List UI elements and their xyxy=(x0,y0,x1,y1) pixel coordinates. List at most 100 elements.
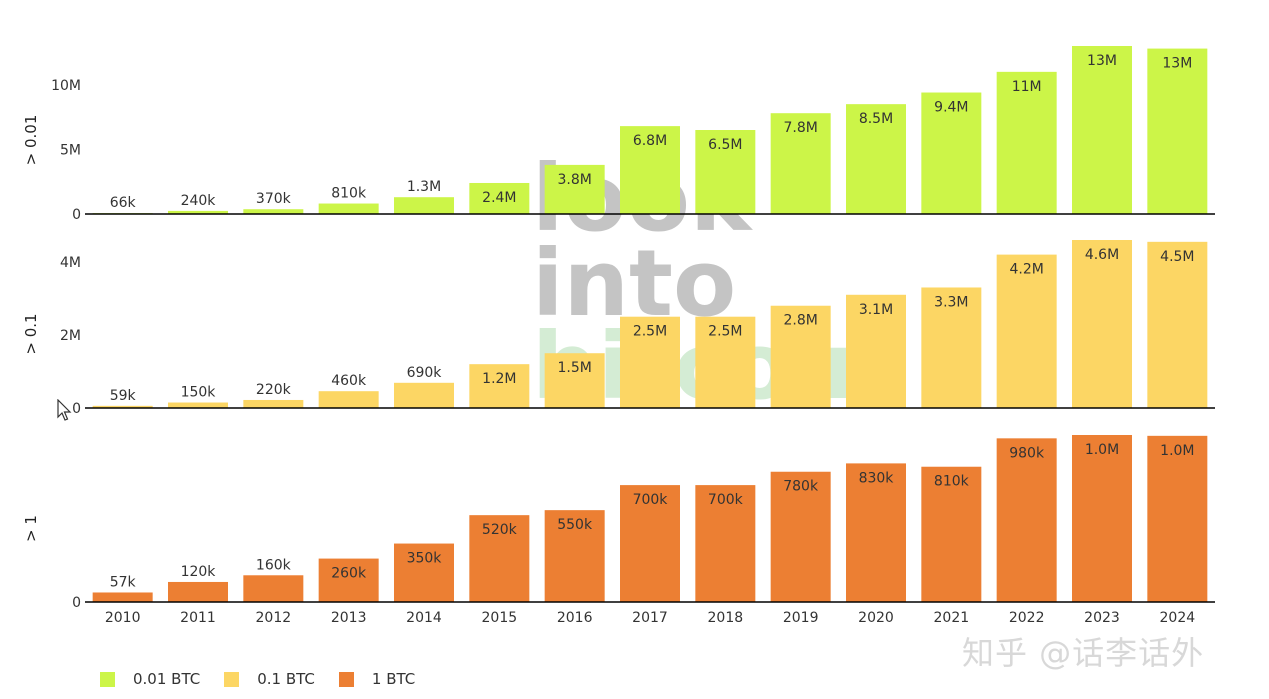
data-label: 4.5M xyxy=(1160,249,1194,265)
bar-2015 xyxy=(469,182,530,214)
data-label: 1.0M xyxy=(1160,443,1194,459)
y-tick-label: 0 xyxy=(72,595,81,611)
bar-2024 xyxy=(1147,435,1208,602)
bar-2011 xyxy=(168,402,228,408)
data-label: 1.0M xyxy=(1085,442,1119,458)
data-label: 13M xyxy=(1087,53,1117,69)
y-tick-label: 4M xyxy=(60,255,81,271)
data-label: 3.3M xyxy=(934,294,968,310)
legend-swatch xyxy=(338,671,354,687)
data-label: 57k xyxy=(110,574,137,590)
legend-swatch xyxy=(100,671,115,687)
data-label: 2.5M xyxy=(633,324,667,340)
data-label: 520k xyxy=(482,522,518,538)
bar-2023 xyxy=(1072,240,1132,408)
data-label: 700k xyxy=(633,492,669,508)
bar-2022 xyxy=(996,438,1057,602)
data-label: 7.8M xyxy=(783,120,817,136)
bar-2016 xyxy=(544,353,605,408)
bar-2023 xyxy=(1072,435,1132,602)
bar-2023 xyxy=(1072,46,1132,214)
panel-3: > 1 0 57k 120k 160k 260k 350k 520k 550k 700k 700k 7… xyxy=(22,435,1215,611)
bar-2010 xyxy=(92,592,153,602)
bar-2018 xyxy=(695,485,756,602)
bar-2019 xyxy=(770,305,831,408)
data-label: 810k xyxy=(331,186,367,202)
x-tick-label: 2024 xyxy=(1160,610,1196,626)
bar-2021 xyxy=(921,92,982,214)
bar-2021 xyxy=(921,287,982,408)
y-tick-label: 10M xyxy=(51,78,81,94)
bar-2019 xyxy=(770,471,831,602)
bar-2024 xyxy=(1147,241,1208,408)
bar-2016 xyxy=(544,510,605,602)
data-label: 2.8M xyxy=(783,313,817,329)
bar-2012 xyxy=(243,575,304,602)
data-label: 2.5M xyxy=(708,324,742,340)
bar-2012 xyxy=(243,209,304,214)
y-tick-label: 0 xyxy=(72,401,81,417)
data-label: 980k xyxy=(1009,445,1045,461)
y-axis-label: > 0.01 xyxy=(22,115,40,166)
x-tick-label: 2022 xyxy=(1009,610,1045,626)
data-label: 8.5M xyxy=(859,111,893,127)
data-label: 460k xyxy=(331,373,367,389)
bar-2020 xyxy=(846,104,906,214)
x-tick-label: 2014 xyxy=(406,610,442,626)
data-label: 6.5M xyxy=(708,137,742,153)
bar-2010 xyxy=(92,405,153,408)
bar-2020 xyxy=(846,294,906,408)
legend-item-1-btc[interactable]: 1 BTC xyxy=(338,670,415,688)
data-label: 240k xyxy=(181,193,217,209)
bar-2022 xyxy=(996,71,1057,214)
legend-label: 0.01 BTC xyxy=(133,670,201,688)
credit-watermark: 知乎 @话李话外 xyxy=(962,634,1205,672)
bar-2014 xyxy=(394,197,454,214)
bar-2011 xyxy=(168,581,228,602)
legend-item-0-01-btc[interactable]: 0.01 BTC xyxy=(100,670,200,688)
bar-2015 xyxy=(469,364,530,408)
x-tick-label: 2020 xyxy=(858,610,894,626)
data-label: 1.2M xyxy=(482,371,516,387)
bar-2018 xyxy=(695,130,756,214)
bar-2017 xyxy=(620,485,680,602)
legend-label: 0.1 BTC xyxy=(257,670,315,688)
panel-1: > 0.01 0 5M 10M 66k 240k 370k 810k 1.3M 2.4M 3.8M 6… xyxy=(22,46,1215,223)
x-tick-label: 2012 xyxy=(256,610,292,626)
x-tick-label: 2019 xyxy=(783,610,819,626)
data-label: 2.4M xyxy=(482,190,516,206)
data-label: 810k xyxy=(934,474,970,490)
bar-2019 xyxy=(770,113,831,214)
x-tick-label: 2017 xyxy=(632,610,668,626)
bar-2020 xyxy=(846,463,906,602)
data-label: 830k xyxy=(859,470,895,486)
data-label: 260k xyxy=(331,566,367,582)
legend-item-0-1-btc[interactable]: 0.1 BTC xyxy=(224,670,315,688)
data-label: 700k xyxy=(708,492,744,508)
data-label: 66k xyxy=(110,195,137,211)
bar-2015 xyxy=(469,515,530,602)
x-tick-label: 2010 xyxy=(105,610,141,626)
y-tick-label: 2M xyxy=(60,328,81,344)
data-label: 120k xyxy=(181,564,217,580)
legend-swatch xyxy=(224,671,240,687)
x-tick-label: 2011 xyxy=(180,610,216,626)
data-label: 690k xyxy=(407,365,443,381)
bar-2021 xyxy=(921,466,982,602)
panel-2: > 0.1 0 2M 4M 59k 150k 220k 460k 690k 1.2M 1.5M 2.5… xyxy=(22,240,1215,417)
bar-2022 xyxy=(996,254,1057,408)
data-label: 350k xyxy=(407,551,443,567)
data-label: 1.5M xyxy=(557,360,591,376)
data-label: 1.3M xyxy=(407,179,441,195)
y-axis-label: > 0.1 xyxy=(22,313,40,354)
bar-2012 xyxy=(243,399,304,408)
x-tick-label: 2018 xyxy=(708,610,744,626)
data-label: 59k xyxy=(110,388,137,404)
bar-2013 xyxy=(318,203,379,214)
y-axis-label: > 1 xyxy=(22,515,40,542)
bar-2016 xyxy=(544,164,605,214)
data-label: 13M xyxy=(1162,56,1192,72)
x-tick-label: 2015 xyxy=(482,610,518,626)
data-label: 780k xyxy=(783,479,819,495)
